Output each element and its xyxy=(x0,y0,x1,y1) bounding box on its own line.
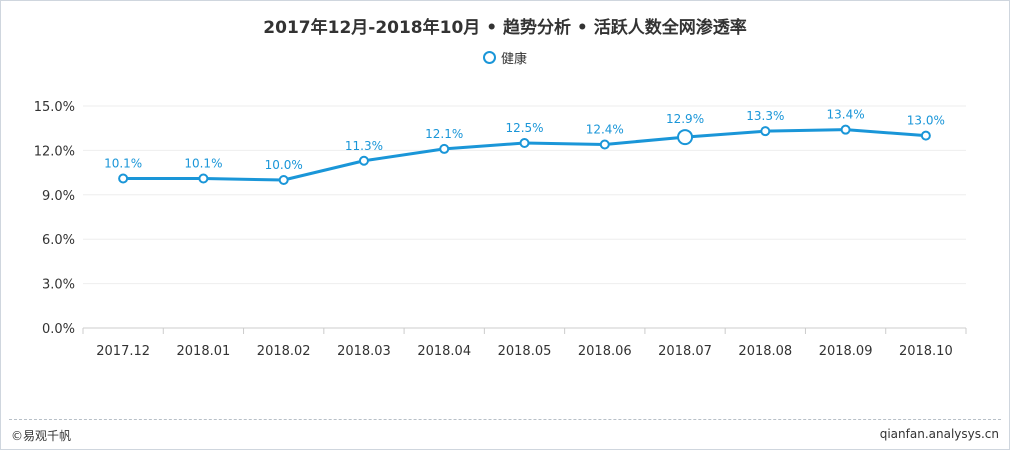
data-point[interactable] xyxy=(118,173,129,184)
x-tick-label: 2017.12 xyxy=(96,344,150,359)
line-chart: 0.0% 3.0% 6.0% 9.0% 12.0% 15.0% 2017.12 2018.01… xyxy=(34,100,967,359)
y-tick-label: 12.0% xyxy=(34,144,75,159)
x-tick-label: 2018.09 xyxy=(819,344,873,359)
data-point[interactable] xyxy=(920,130,931,141)
data-point[interactable] xyxy=(519,138,530,148)
x-tick-label: 2018.06 xyxy=(578,344,632,359)
data-point[interactable] xyxy=(358,155,369,166)
y-tick-label: 15.0% xyxy=(34,100,75,115)
data-label: 10.1% xyxy=(104,157,142,171)
data-label: 12.5% xyxy=(505,121,543,135)
data-label: 13.0% xyxy=(907,114,945,128)
x-tick-label: 2018.04 xyxy=(417,344,471,359)
y-tick-label: 6.0% xyxy=(42,233,75,248)
data-label: 12.9% xyxy=(666,112,704,126)
legend-marker xyxy=(482,51,496,64)
data-label: 13.3% xyxy=(746,109,784,123)
y-tick-label: 0.0% xyxy=(42,322,75,337)
footer-website: qianfan.analysys.cn xyxy=(879,427,999,441)
data-point[interactable] xyxy=(439,143,450,154)
x-tick-label: 2018.03 xyxy=(337,344,391,359)
x-tick-label: 2018.07 xyxy=(658,344,712,359)
x-tick-label: 2018.02 xyxy=(257,344,311,359)
x-tick-label: 2018.01 xyxy=(177,344,231,359)
data-label: 10.0% xyxy=(265,158,303,172)
data-point[interactable] xyxy=(599,139,610,150)
data-label: 11.3% xyxy=(345,139,383,153)
data-point[interactable] xyxy=(198,173,209,184)
data-point[interactable] xyxy=(278,175,289,185)
x-tick-label: 2018.05 xyxy=(498,344,552,359)
data-label: 12.1% xyxy=(425,127,463,141)
data-label: 10.1% xyxy=(184,157,222,171)
x-tick-label: 2018.08 xyxy=(738,344,792,359)
data-point[interactable] xyxy=(840,124,851,135)
legend[interactable]: 健康 xyxy=(1,48,1009,67)
footer-divider xyxy=(9,419,1001,420)
legend-label: 健康 xyxy=(500,52,527,67)
footer-copyright: ©易观千帆 xyxy=(11,429,72,443)
y-tick-label: 3.0% xyxy=(42,278,75,293)
data-label: 13.4% xyxy=(827,108,865,122)
data-label: 12.4% xyxy=(586,122,624,136)
data-point[interactable] xyxy=(677,129,694,146)
x-tick-label: 2018.10 xyxy=(899,344,953,359)
y-tick-label: 9.0% xyxy=(42,189,75,204)
series-line xyxy=(123,128,926,182)
chart-title: 2017年12月-2018年10月 • 趋势分析 • 活跃人数全网渗透率 xyxy=(263,18,747,38)
data-point[interactable] xyxy=(760,126,771,137)
